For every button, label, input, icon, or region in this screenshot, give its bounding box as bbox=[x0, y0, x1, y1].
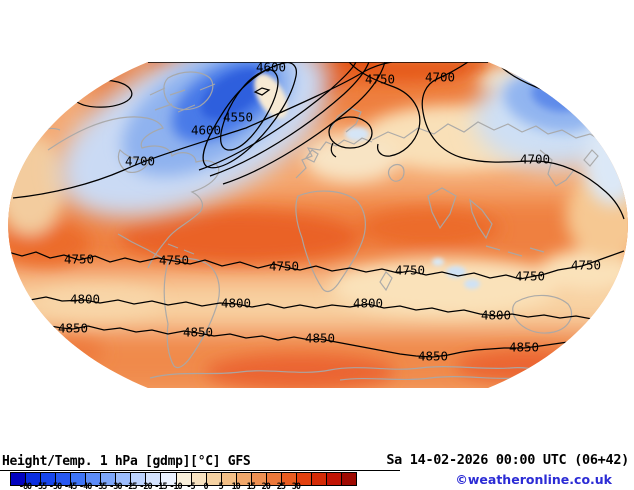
contour-label: 4550 bbox=[223, 110, 253, 125]
contour-label: 4850 bbox=[509, 340, 539, 355]
title-underline bbox=[0, 470, 400, 471]
temperature-colorbar bbox=[10, 472, 357, 486]
colorbar-tick-label: -5 bbox=[186, 482, 195, 490]
colorbar-segment bbox=[146, 473, 162, 485]
colorbar-tick-label: -10 bbox=[169, 482, 182, 490]
colorbar-segment bbox=[281, 473, 297, 485]
colorbar-tick-label: 15 bbox=[246, 482, 256, 490]
colorbar-segment bbox=[236, 473, 252, 485]
colorbar-tick-label: -55 bbox=[33, 482, 47, 490]
colorbar-segment bbox=[296, 473, 312, 485]
colorbar-tick-label: -30 bbox=[109, 482, 122, 490]
colorbar-segment bbox=[251, 473, 267, 485]
contour-label: 4800 bbox=[70, 292, 100, 307]
colorbar-segment bbox=[41, 473, 57, 485]
contour-label: 4750 bbox=[515, 269, 545, 284]
colorbar-segment bbox=[116, 473, 132, 485]
colorbar-segment bbox=[266, 473, 282, 485]
temperature-shading bbox=[8, 62, 628, 388]
colorbar-segment bbox=[26, 473, 42, 485]
height-contours bbox=[8, 62, 625, 358]
contour-label: 4750 bbox=[365, 72, 395, 87]
colorbar-tick-label: 30 bbox=[291, 482, 301, 490]
forecast-datetime: Sa 14-02-2026 00:00 UTC (06+42) bbox=[386, 452, 629, 468]
colorbar-segment bbox=[176, 473, 192, 485]
contour-label: 4800 bbox=[221, 296, 251, 311]
colorbar-segment bbox=[206, 473, 222, 485]
colorbar-segment bbox=[131, 473, 147, 485]
contour-label: 4600 bbox=[256, 60, 286, 75]
colorbar-segment bbox=[101, 473, 117, 485]
colorbar-segment bbox=[326, 473, 343, 485]
colorbar-segment bbox=[86, 473, 102, 485]
colorbar-segment bbox=[311, 473, 327, 485]
contour-label: 4750 bbox=[64, 252, 94, 267]
colorbar-tick-label: -20 bbox=[139, 482, 152, 490]
colorbar-tick-label: 25 bbox=[276, 482, 286, 490]
contour-label: 4850 bbox=[305, 331, 335, 346]
colorbar-segment bbox=[71, 473, 87, 485]
contour-label: 4800 bbox=[353, 296, 383, 311]
colorbar-segment bbox=[161, 473, 177, 485]
contour-label: 4700 bbox=[520, 152, 550, 167]
colorbar-tick-label: -45 bbox=[63, 482, 77, 490]
colorbar-segment bbox=[221, 473, 237, 485]
contour-label: 4850 bbox=[183, 325, 213, 340]
colorbar-tick-label: -80 bbox=[18, 482, 32, 490]
colorbar-tick-label: 20 bbox=[261, 482, 271, 490]
contour-label: 4750 bbox=[395, 263, 425, 278]
contour-label: 4750 bbox=[571, 258, 601, 273]
contour-label: 4700 bbox=[125, 154, 155, 169]
contour-label: 4600 bbox=[191, 123, 221, 138]
colorbar-tick-label: -25 bbox=[124, 482, 137, 490]
colorbar-tick-label: -40 bbox=[79, 482, 92, 490]
colorbar-segment bbox=[56, 473, 72, 485]
contour-label: 4850 bbox=[58, 321, 88, 336]
colorbar-tick-label: 10 bbox=[231, 482, 241, 490]
colorbar-segment bbox=[11, 473, 27, 485]
contour-label: 4800 bbox=[481, 308, 511, 323]
colorbar-tick-label: -35 bbox=[94, 482, 107, 490]
colorbar-segment bbox=[191, 473, 207, 485]
colorbar-tick-labels: -80 -55 -50 -45 -40 -35 -30 -25 -20 -15 -10 -5 0 5 10 1… bbox=[0, 482, 400, 490]
contour-label: 4850 bbox=[418, 349, 448, 364]
contour-label: 4700 bbox=[425, 70, 455, 85]
copyright-link[interactable]: ©weatheronline.co.uk bbox=[455, 472, 612, 487]
colorbar-tick-label: -50 bbox=[48, 482, 62, 490]
colorbar-tick-label: 0 bbox=[203, 482, 209, 490]
map-title: Height/Temp. 1 hPa [gdmp][°C] GFS bbox=[2, 454, 251, 469]
contour-label: 4750 bbox=[269, 259, 299, 274]
colorbar-segment bbox=[342, 473, 357, 485]
colorbar-tick-label: -15 bbox=[154, 482, 167, 490]
contour-label: 4750 bbox=[159, 253, 189, 268]
colorbar-tick-label: 5 bbox=[218, 482, 224, 490]
